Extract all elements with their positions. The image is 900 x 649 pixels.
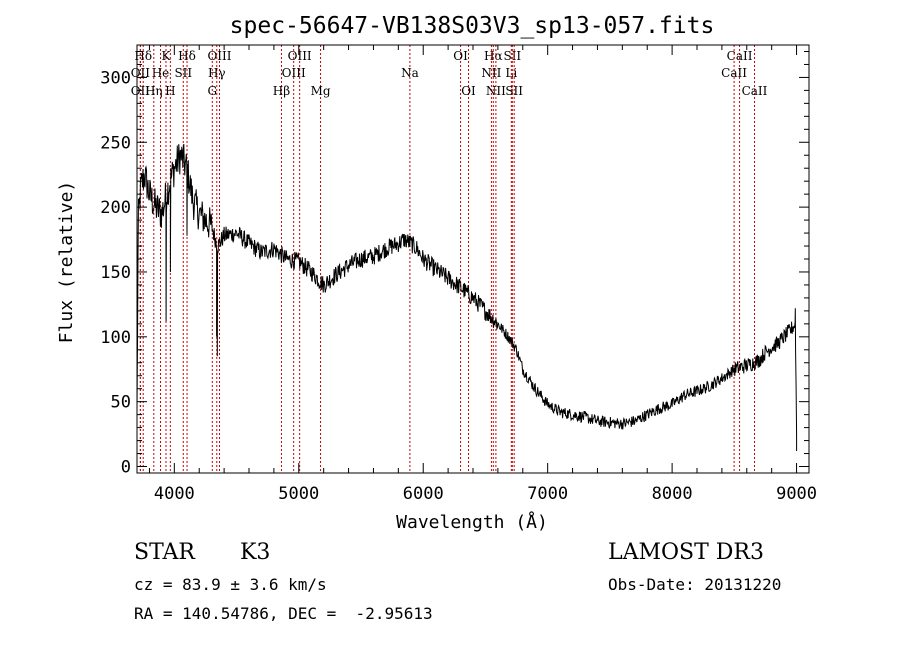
spectral-line-label: G	[207, 84, 217, 98]
spectral-line-label: NII	[481, 66, 501, 80]
spectral-line-label: Mg	[311, 84, 331, 98]
spectral-line-label: CaII	[727, 49, 753, 63]
y-tick-label: 150	[100, 263, 131, 283]
spectral-line-label: H	[165, 84, 175, 98]
x-tick-label: 6000	[403, 484, 444, 504]
spectral-line-label: OIII	[288, 49, 312, 63]
spectrum-line	[136, 143, 798, 451]
spectral-line-label: OI	[461, 84, 476, 98]
plot-frame	[136, 44, 810, 474]
y-tick-label: 250	[100, 133, 131, 153]
spectral-line-label: OIII	[282, 66, 306, 80]
redshift-line: cz = 83.9 ± 3.6 km/s	[134, 575, 327, 594]
spectral-line-label: SII	[503, 49, 521, 63]
spectral-line-label: Hβ	[273, 84, 290, 98]
spectral-line-label: OIII	[207, 49, 231, 63]
x-tick-label: 4000	[154, 484, 195, 504]
spectral-line-label: CaII	[742, 84, 768, 98]
spectral-line-label: Hη	[145, 84, 163, 98]
subclass: K3	[240, 540, 271, 565]
survey-name: LAMOST DR3	[608, 540, 764, 565]
spectral-line-label: Hδ	[134, 49, 152, 63]
obs-date-line: Obs-Date: 20131220	[608, 575, 782, 594]
x-tick-label: 8000	[652, 484, 693, 504]
spectral-line-label: He	[152, 66, 170, 80]
spectral-line-label: Hα	[484, 49, 503, 63]
spectral-line-label: SII	[505, 84, 523, 98]
y-tick-label: 200	[100, 198, 131, 218]
y-tick-label: 100	[100, 328, 131, 348]
spectral-line-label: OI	[453, 49, 468, 63]
axes: 4000 5000 6000 7000 8000 9000 0 50 100 150 200 250 3…	[100, 45, 817, 504]
object-class: STAR	[134, 540, 195, 565]
chart-title: spec-56647-VB138S03V3_sp13-057.fits	[230, 13, 715, 39]
x-tick-label: 5000	[278, 484, 319, 504]
y-axis-label: Flux (relative)	[56, 181, 77, 344]
spectral-line-label: Hδ	[178, 49, 196, 63]
x-tick-label: 7000	[527, 484, 568, 504]
x-tick-label: 9000	[776, 484, 817, 504]
spectral-line-label: NII	[486, 84, 506, 98]
spectral-line-label: OII	[131, 84, 151, 98]
y-tick-label: 0	[121, 458, 131, 478]
y-tick-label: 50	[111, 393, 131, 413]
coordinates-line: RA = 140.54786, DEC = -2.95613	[134, 604, 433, 623]
spectral-line-label: Hγ	[208, 66, 226, 80]
spectral-line-label: K	[162, 49, 172, 63]
spectral-line-label: SII	[174, 66, 192, 80]
spectrum-series	[136, 143, 798, 451]
x-axis-label: Wavelength (Å)	[396, 511, 548, 533]
y-tick-label: 300	[100, 68, 131, 88]
spectral-line-label: Li	[505, 66, 517, 80]
spectral-line-label: CaII	[721, 66, 747, 80]
spectral-line-label: Na	[401, 66, 419, 80]
